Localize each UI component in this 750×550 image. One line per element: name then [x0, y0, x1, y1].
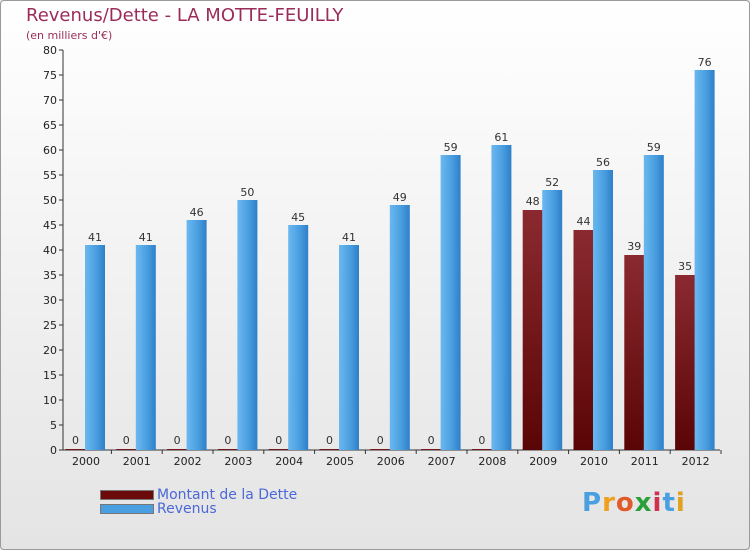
y-tick-label: 75: [43, 69, 57, 82]
y-tick-label: 30: [43, 294, 57, 307]
legend-label-dette: Montant de la Dette: [157, 487, 298, 503]
data-label-revenus: 41: [88, 231, 102, 244]
x-tick-label: 2011: [631, 455, 659, 468]
x-tick-label: 2007: [428, 455, 456, 468]
proxiti-logo: Proxiti: [582, 488, 686, 518]
chart-subtitle: (en milliers d'€): [26, 29, 113, 42]
bar-revenus: [186, 220, 207, 450]
bar-revenus: [491, 145, 512, 450]
x-tick-label: 2008: [478, 455, 506, 468]
data-label-revenus: 49: [393, 191, 407, 204]
data-label-revenus: 50: [240, 186, 254, 199]
bar-dette: [624, 255, 645, 450]
x-tick-label: 2001: [123, 455, 151, 468]
bar-dette: [319, 449, 340, 450]
bar-revenus: [643, 155, 664, 450]
y-tick-label: 60: [43, 144, 57, 157]
x-tick-label: 2004: [275, 455, 303, 468]
data-label-revenus: 59: [647, 141, 661, 154]
bar-revenus: [85, 245, 105, 450]
data-label-dette: 0: [275, 434, 282, 447]
data-label-revenus: 76: [698, 56, 712, 69]
x-tick-label: 2003: [224, 455, 252, 468]
bar-dette: [675, 275, 696, 450]
bar-dette: [421, 449, 442, 450]
bar-dette: [217, 449, 238, 450]
data-label-revenus: 46: [190, 206, 204, 219]
x-tick-label: 2000: [72, 455, 100, 468]
data-label-dette: 48: [526, 195, 540, 208]
data-label-dette: 0: [428, 434, 435, 447]
bar-dette: [65, 449, 86, 450]
y-tick-label: 5: [50, 419, 57, 432]
bar-dette: [522, 210, 543, 450]
y-tick-label: 70: [43, 94, 57, 107]
bar-revenus: [694, 70, 715, 450]
data-label-dette: 0: [377, 434, 384, 447]
y-tick-label: 10: [43, 394, 57, 407]
x-tick-label: 2010: [580, 455, 608, 468]
data-label-dette: 0: [72, 434, 79, 447]
x-tick-label: 2009: [529, 455, 557, 468]
legend-item-revenus: Revenus: [100, 501, 217, 517]
data-label-dette: 35: [678, 260, 692, 273]
x-tick-label: 2005: [326, 455, 354, 468]
bar-dette: [370, 449, 391, 450]
y-tick-label: 15: [43, 369, 57, 382]
legend-item-dette: Montant de la Dette: [100, 487, 298, 503]
data-label-dette: 44: [577, 215, 591, 228]
data-label-revenus: 59: [444, 141, 458, 154]
legend-label-revenus: Revenus: [157, 501, 217, 517]
y-tick-label: 65: [43, 119, 57, 132]
legend-swatch-revenus: [100, 504, 154, 514]
data-label-dette: 39: [627, 240, 641, 253]
bar-revenus: [135, 245, 156, 450]
data-label-revenus: 56: [596, 156, 610, 169]
bar-dette: [268, 449, 289, 450]
bar-revenus: [542, 190, 563, 450]
data-label-dette: 0: [326, 434, 333, 447]
data-label-revenus: 52: [545, 176, 559, 189]
y-tick-label: 45: [43, 219, 57, 232]
y-tick-label: 20: [43, 344, 57, 357]
bar-dette: [116, 449, 137, 450]
bar-revenus: [237, 200, 258, 450]
data-label-dette: 0: [478, 434, 485, 447]
y-tick-label: 0: [50, 444, 57, 457]
y-tick-label: 80: [43, 44, 57, 57]
x-tick-label: 2002: [174, 455, 202, 468]
data-label-revenus: 61: [494, 131, 508, 144]
y-tick-label: 35: [43, 269, 57, 282]
bar-dette: [573, 230, 594, 450]
chart-title: Revenus/Dette - LA MOTTE-FEUILLY: [26, 5, 344, 26]
bar-revenus: [288, 225, 309, 450]
y-tick-label: 50: [43, 194, 57, 207]
data-label-dette: 0: [224, 434, 231, 447]
x-tick-label: 2006: [377, 455, 405, 468]
bar-revenus: [389, 205, 410, 450]
data-label-dette: 0: [174, 434, 181, 447]
y-tick-label: 40: [43, 244, 57, 257]
bar-revenus: [440, 155, 461, 450]
x-tick-label: 2012: [682, 455, 710, 468]
bar-revenus: [339, 245, 359, 450]
bar-dette: [471, 449, 492, 450]
legend-swatch-dette: [100, 490, 154, 500]
data-label-revenus: 41: [342, 231, 356, 244]
data-label-revenus: 45: [291, 211, 305, 224]
bar-revenus: [593, 170, 613, 450]
y-tick-label: 55: [43, 169, 57, 182]
data-label-dette: 0: [123, 434, 130, 447]
data-label-revenus: 41: [139, 231, 153, 244]
y-tick-label: 25: [43, 319, 57, 332]
bar-dette: [167, 449, 188, 450]
